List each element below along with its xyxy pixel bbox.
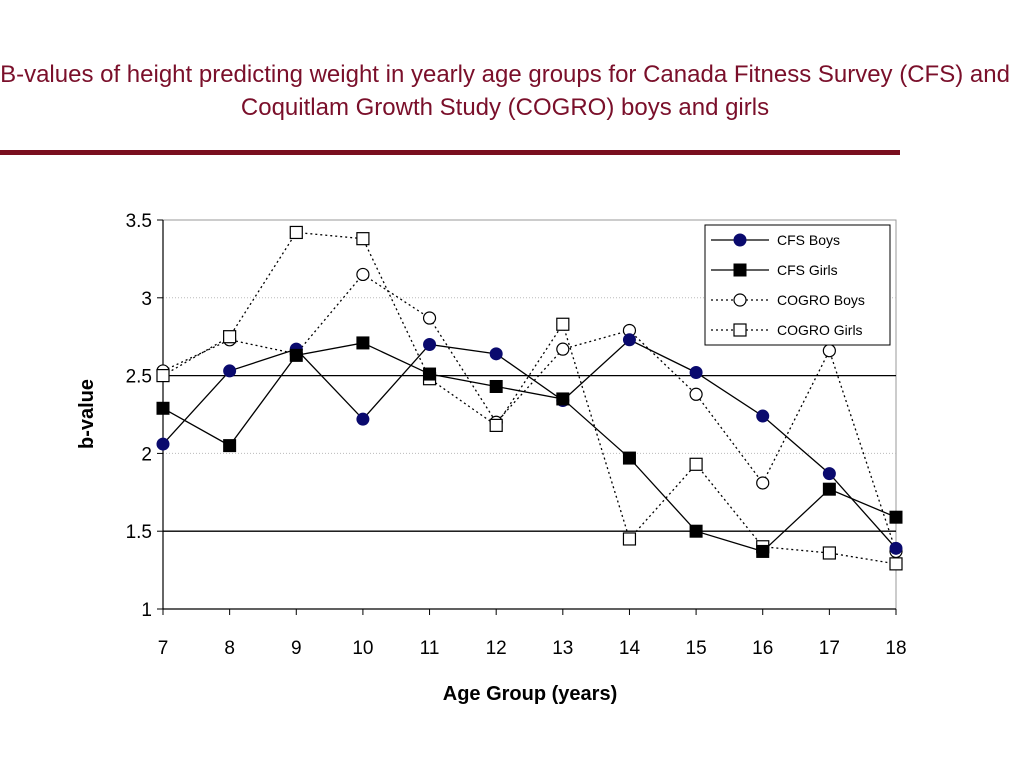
cogro-boys-point — [422, 311, 437, 325]
cogro-girls-point — [822, 546, 836, 560]
cogro-girls-point — [622, 532, 637, 546]
legend-label-cogro-boys: COGRO Boys — [777, 292, 865, 308]
cogro-boys-line — [162, 273, 897, 552]
legend-marker-cogro-girls — [733, 323, 747, 337]
cfs-boys-point — [489, 347, 503, 361]
y-tick-label: 3 — [141, 289, 152, 310]
cfs-boys-point — [689, 365, 703, 379]
cfs-girls-point — [223, 439, 237, 453]
x-tick-label: 16 — [752, 638, 773, 659]
cfs-girls-point — [756, 544, 770, 558]
legend-marker-cogro-boys — [733, 293, 747, 307]
y-tick-label: 1.5 — [126, 522, 152, 543]
cogro-girls-point — [156, 369, 170, 383]
cogro-boys-point — [756, 476, 770, 490]
legend-marker-cfs-girls — [733, 263, 747, 277]
cogro-girls-point — [289, 225, 303, 240]
x-tick-label: 7 — [158, 638, 169, 659]
legend-label-cfs-girls: CFS Girls — [777, 262, 838, 278]
cfs-boys-point — [423, 337, 437, 351]
x-tick-label: 10 — [352, 638, 373, 659]
cfs-girls-line — [162, 342, 897, 553]
cfs-boys-line — [162, 339, 897, 549]
cfs-girls-point — [489, 379, 503, 393]
y-tick-label: 2 — [141, 444, 152, 465]
y-tick-label: 1 — [141, 600, 152, 621]
cfs-boys-point — [756, 409, 770, 423]
x-axis-title: Age Group (years) — [443, 683, 617, 705]
cogro-girls-line — [162, 231, 897, 565]
cogro-girls-point — [356, 232, 370, 246]
slide-title: B-values of height predicting weight in … — [0, 61, 1010, 121]
y-tick-label: 2.5 — [126, 367, 152, 388]
legend-marker-cfs-boys — [733, 233, 747, 247]
cfs-boys-point — [889, 541, 903, 555]
y-tick-label: 3.5 — [126, 211, 152, 232]
cfs-girls-point — [822, 482, 836, 496]
x-tick-label: 12 — [486, 638, 507, 659]
cogro-girls-point — [889, 557, 903, 571]
chart-legend: CFS Boys CFS Girls COGRO Boys COGRO Girls — [704, 224, 891, 346]
x-tick-label: 17 — [819, 638, 840, 659]
legend-label-cfs-boys: CFS Boys — [777, 232, 840, 248]
cfs-girls-point — [689, 524, 703, 538]
x-tick-label: 8 — [224, 638, 235, 659]
x-tick-label: 15 — [686, 638, 707, 659]
cfs-boys-point — [622, 333, 636, 347]
cfs-girls-point — [889, 510, 903, 524]
cfs-girls-point — [622, 451, 636, 465]
cogro-boys-point — [556, 342, 570, 356]
title-divider — [0, 150, 900, 155]
cfs-boys-point — [822, 467, 836, 481]
cfs-girls-point — [156, 401, 170, 415]
cogro-boys-point — [822, 344, 836, 358]
x-tick-label: 9 — [291, 638, 302, 659]
cfs-girls-point — [423, 367, 437, 381]
cfs-boys-point — [156, 437, 170, 451]
cfs-girls-point — [356, 336, 370, 350]
cogro-girls-point — [223, 330, 237, 344]
cogro-girls-point — [556, 317, 570, 331]
cogro-girls-point — [689, 457, 703, 471]
x-tick-label: 18 — [885, 638, 906, 659]
y-axis-title: b-value — [76, 379, 98, 449]
cfs-girls-point — [556, 392, 570, 406]
x-tick-label: 11 — [420, 638, 440, 659]
x-tick-label: 14 — [619, 638, 641, 659]
cfs-boys-point — [223, 364, 237, 378]
cogro-boys-point — [356, 267, 370, 282]
legend-label-cogro-girls: COGRO Girls — [777, 322, 863, 338]
cfs-girls-point — [289, 348, 303, 362]
cogro-girls-point — [489, 418, 503, 432]
chart-series — [156, 225, 903, 571]
cogro-boys-point — [689, 387, 703, 401]
x-tick-label: 13 — [552, 638, 573, 659]
cfs-boys-point — [356, 412, 370, 426]
